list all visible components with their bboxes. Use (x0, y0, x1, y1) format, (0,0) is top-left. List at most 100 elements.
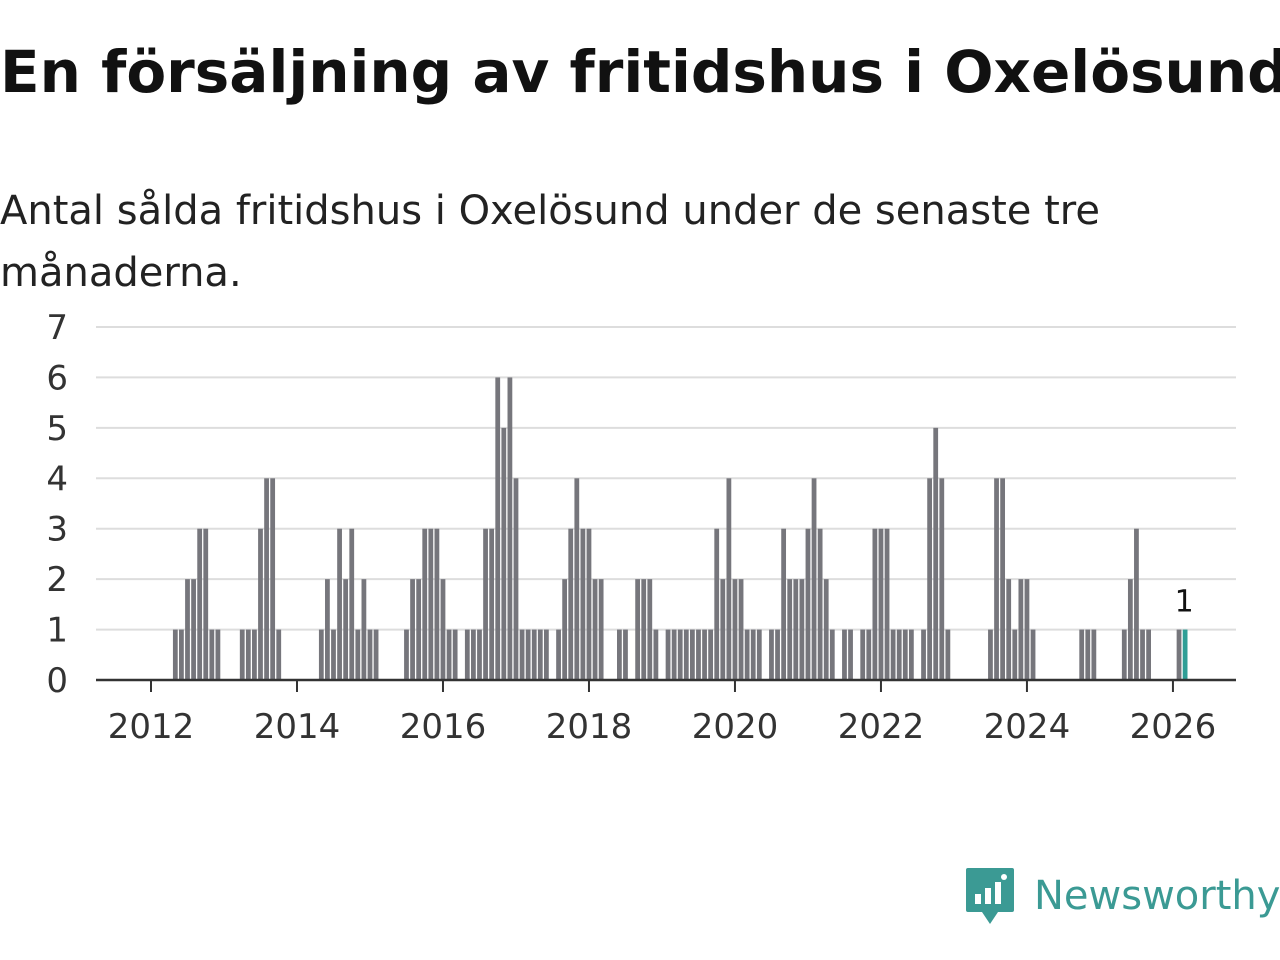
bar (653, 629, 659, 680)
x-tick-label: 2014 (254, 707, 341, 740)
bar (513, 478, 519, 680)
bar (556, 629, 561, 680)
bar (860, 629, 866, 680)
bar-latest (1182, 629, 1188, 680)
x-tick-label: 2026 (1130, 707, 1217, 740)
bar (537, 629, 543, 680)
y-tick-label: 0 (46, 661, 68, 701)
bar (890, 629, 896, 680)
bar (939, 478, 945, 680)
bar (404, 629, 409, 680)
bar (641, 579, 647, 680)
bar (1146, 629, 1151, 680)
bar (933, 427, 939, 680)
x-tick-label: 2012 (108, 707, 195, 740)
bar (775, 629, 780, 680)
bar (428, 528, 434, 680)
bar (690, 629, 695, 680)
newsworthy-logo-icon (966, 868, 1014, 924)
x-axis-ticks: 2012 2014 2016 2018 2020 2022 2024 2026 (108, 680, 1216, 740)
bar (252, 629, 257, 680)
brand-name: Newsworthy (1034, 873, 1280, 919)
bar (994, 478, 999, 680)
bar (738, 579, 744, 680)
y-tick-label: 5 (46, 409, 68, 449)
bar (1134, 528, 1139, 680)
bar (1091, 629, 1097, 680)
bar (172, 629, 178, 680)
chart-title: En försäljning av fritidshus i Oxelösund (0, 38, 1280, 106)
bar (921, 629, 926, 680)
y-tick-label: 4 (46, 459, 68, 499)
bar (896, 629, 902, 680)
bar (805, 528, 811, 680)
bar (769, 629, 774, 680)
bar (270, 478, 276, 680)
bar (817, 528, 823, 680)
bar (276, 629, 282, 680)
bar (544, 629, 549, 680)
bar (1006, 579, 1012, 680)
x-tick-label: 2020 (692, 707, 779, 740)
latest-value-label: 1 (1175, 585, 1194, 620)
bar (337, 528, 342, 680)
bar (446, 629, 452, 680)
y-tick-label: 6 (46, 358, 68, 398)
y-tick-label: 2 (46, 560, 68, 600)
bar (367, 629, 373, 680)
bar (732, 579, 738, 680)
bar (574, 478, 580, 680)
bar (1085, 629, 1091, 680)
bar (750, 629, 756, 680)
bar (568, 528, 574, 680)
bar (471, 629, 476, 680)
bar (829, 629, 835, 680)
bar (586, 528, 592, 680)
x-tick-label: 2024 (984, 707, 1071, 740)
bar (325, 579, 330, 680)
bar (464, 629, 470, 680)
bar (452, 629, 458, 680)
bar (902, 629, 908, 680)
bar (179, 629, 184, 680)
data-labels: 1 (1175, 585, 1194, 620)
bar (623, 629, 628, 680)
y-axis-ticks: 0 1 2 3 4 5 6 7 (46, 308, 68, 701)
bar (908, 629, 914, 680)
bar (714, 528, 720, 680)
bar (197, 528, 203, 680)
bar (635, 579, 641, 680)
bar (945, 629, 951, 680)
bar (264, 478, 269, 680)
bar (598, 579, 604, 680)
bar (726, 478, 732, 680)
bar (507, 377, 513, 680)
bar (495, 377, 501, 680)
bar (756, 629, 762, 680)
bar (872, 528, 878, 680)
bar (355, 629, 361, 680)
bar (416, 579, 422, 680)
bar (1012, 629, 1018, 680)
bar (683, 629, 689, 680)
bar (562, 579, 568, 680)
bar (410, 579, 415, 680)
bar (258, 528, 263, 680)
bar (191, 579, 196, 680)
x-tick-label: 2018 (546, 707, 633, 740)
bar (331, 629, 336, 680)
bar (781, 528, 787, 680)
bar (927, 478, 933, 680)
bar (318, 629, 324, 680)
bar (878, 528, 884, 680)
bar (440, 579, 446, 680)
bar (1121, 629, 1127, 680)
bar (1140, 629, 1145, 680)
bars (172, 377, 1188, 680)
bar (744, 629, 750, 680)
y-tick-label: 3 (46, 510, 68, 550)
bar (434, 528, 440, 680)
bar (793, 579, 799, 680)
bar (501, 427, 507, 680)
bar (842, 629, 847, 680)
